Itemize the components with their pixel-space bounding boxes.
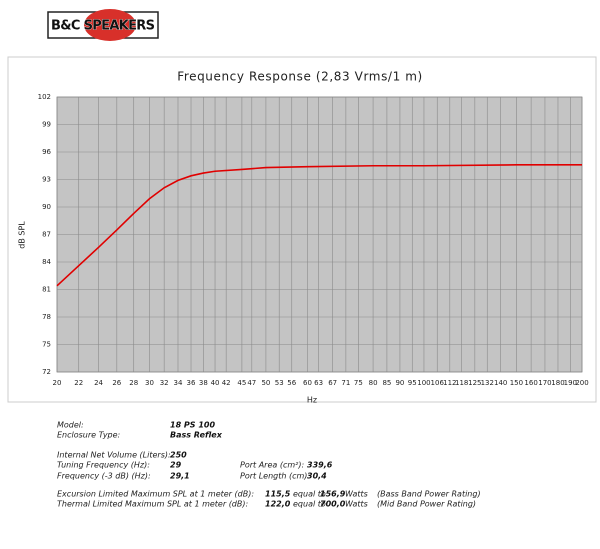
x-tick-label: 150: [510, 379, 523, 387]
spec-label: Internal Net Volume (Liters):: [57, 451, 171, 460]
y-tick-label: 102: [38, 93, 51, 101]
spec-label: Port Length (cm):: [240, 472, 310, 481]
logo: B&C SPEAKERS: [51, 19, 155, 34]
x-tick-label: 36: [187, 379, 196, 387]
spec-value: 18 PS 100: [170, 421, 215, 430]
spec-label: Port Area (cm²):: [240, 461, 304, 470]
spec-value: 29,1: [170, 472, 190, 481]
y-tick-label: 99: [42, 121, 51, 129]
spec-label: (Bass Band Power Rating): [377, 490, 481, 499]
x-tick-label: 47: [247, 379, 256, 387]
x-tick-label: 106: [431, 379, 445, 387]
y-tick-label: 72: [42, 368, 51, 376]
x-tick-label: 32: [160, 379, 169, 387]
x-tick-label: 95: [408, 379, 417, 387]
x-tick-label: 80: [369, 379, 378, 387]
spec-value: 700,0: [320, 500, 346, 509]
x-tick-label: 200: [575, 379, 588, 387]
x-tick-label: 30: [145, 379, 154, 387]
spec-label: Frequency (-3 dB) (Hz):: [57, 472, 151, 481]
spec-label: Enclosure Type:: [57, 431, 121, 440]
spec-value: 115,5: [265, 490, 291, 499]
y-tick-label: 78: [42, 313, 51, 321]
spec-value: 122,0: [265, 500, 291, 509]
spec-value: 30,4: [307, 472, 327, 481]
x-tick-label: 60: [303, 379, 312, 387]
x-tick-label: 26: [112, 379, 121, 387]
spec-label: Watts: [345, 500, 368, 509]
y-tick-label: 75: [42, 341, 51, 349]
spec-label: Tuning Frequency (Hz):: [57, 461, 150, 470]
y-tick-label: 96: [42, 148, 51, 156]
x-tick-label: 28: [129, 379, 138, 387]
x-tick-label: 160: [524, 379, 537, 387]
y-tick-label: 81: [42, 286, 51, 294]
spec-label: (Mid Band Power Rating): [377, 500, 476, 509]
spec-value: 29: [170, 461, 182, 470]
x-tick-label: 85: [382, 379, 391, 387]
x-tick-label: 140: [494, 379, 507, 387]
x-tick-label: 63: [314, 379, 323, 387]
x-tick-label: 180: [551, 379, 564, 387]
x-tick-label: 190: [564, 379, 577, 387]
y-tick-label: 84: [42, 258, 51, 266]
spec-value: Bass Reflex: [170, 431, 223, 440]
x-tick-label: 125: [468, 379, 481, 387]
spec-label: equal to: [293, 490, 326, 499]
x-tick-label: 67: [328, 379, 337, 387]
spec-label: equal to: [293, 500, 326, 509]
x-tick-label: 71: [341, 379, 350, 387]
specs: Model: 18 PS 100 Enclosure Type: Bass Refle…: [57, 421, 481, 509]
spec-label: Thermal Limited Maximum SPL at 1 meter (…: [57, 500, 248, 509]
y-tick-label: 93: [42, 176, 51, 184]
x-axis-label: Hz: [307, 396, 317, 405]
x-tick-label: 50: [261, 379, 270, 387]
spec-label: Watts: [345, 490, 368, 499]
spec-label: Model:: [57, 421, 84, 430]
plot: 72 75 78 81 84 87 90 93 96 99 102 20 22 24 26 28 30 32 34 3…: [38, 93, 589, 387]
y-tick-label: 90: [42, 203, 51, 211]
x-tick-label: 24: [94, 379, 103, 387]
x-tick-label: 38: [199, 379, 208, 387]
x-tick-label: 100: [417, 379, 430, 387]
spec-value: 156,9: [320, 490, 346, 499]
x-tick-label: 132: [481, 379, 494, 387]
x-tick-label: 90: [395, 379, 404, 387]
chart-title: Frequency Response (2,83 Vrms/1 m): [177, 70, 423, 84]
x-tick-label: 34: [174, 379, 183, 387]
spec-value: 339,6: [307, 461, 333, 470]
x-tick-label: 20: [53, 379, 62, 387]
logo-circle: [84, 9, 136, 41]
spec-value: 250: [170, 451, 187, 460]
spec-label: Excursion Limited Maximum SPL at 1 meter…: [57, 490, 254, 499]
x-tick-label: 112: [443, 379, 456, 387]
x-tick-label: 170: [538, 379, 551, 387]
x-tick-label: 45: [237, 379, 246, 387]
y-tick-label: 87: [42, 231, 51, 239]
x-tick-label: 22: [74, 379, 83, 387]
x-tick-label: 118: [455, 379, 468, 387]
series-line: [56, 164, 582, 287]
x-tick-label: 40: [211, 379, 220, 387]
x-tick-label: 75: [354, 379, 363, 387]
y-axis-label: dB SPL: [18, 221, 27, 249]
x-tick-label: 56: [287, 379, 296, 387]
x-tick-label: 42: [222, 379, 231, 387]
x-tick-label: 53: [275, 379, 284, 387]
